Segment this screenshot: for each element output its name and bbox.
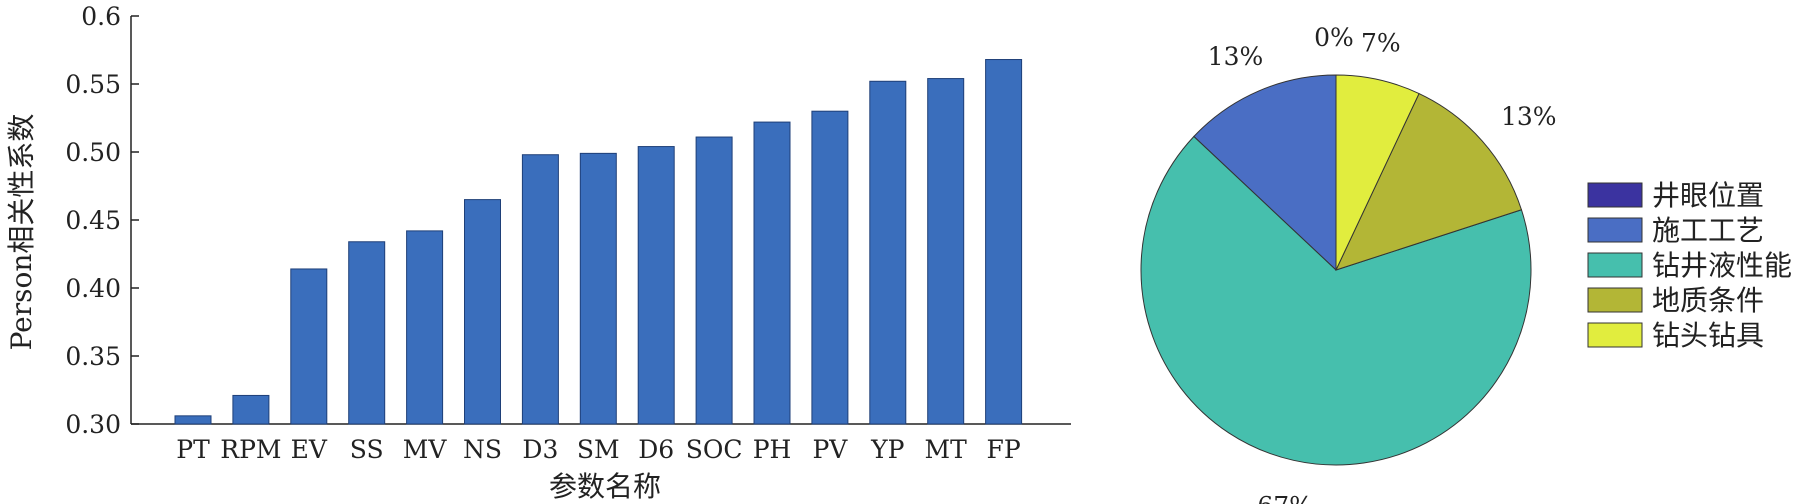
pie-slice [1335,92,1523,271]
bar-ph [753,121,791,425]
x-tick-label: FP [987,435,1021,464]
pie-slice-label: 7% [1361,29,1401,58]
y-tick-label: 0.6 [81,2,121,31]
pie-slice [1193,74,1337,272]
x-tick-label: NS [463,435,502,464]
y-axis-title: Person相关性系数 [5,114,38,351]
bar-pt [174,415,212,425]
y-tick-label: 0.40 [65,274,121,303]
x-tick-label: PH [753,435,792,464]
x-tick-label: EV [291,435,328,464]
bar-mv [406,230,444,425]
legend-swatch [1587,322,1643,348]
x-tick-label: PT [176,435,210,464]
bar-d6 [637,146,675,425]
x-tick-label: MV [403,435,448,464]
x-tick-label: RPM [220,435,281,464]
x-tick-label: YP [870,435,904,464]
bar-ns [464,199,501,425]
pie-slices [1140,74,1532,466]
pie-slice-label: 67% [1257,491,1313,504]
bar-ss [348,241,386,425]
legend-label: 钻井液性能 [1652,249,1792,282]
x-tick-label: SOC [686,435,743,464]
bar-chart-bars [174,59,1023,425]
x-tick-label: PV [812,435,848,464]
bar-sm [579,152,617,425]
legend-swatch [1587,252,1643,278]
y-tick-label: 0.35 [65,342,121,371]
legend-swatch [1587,182,1643,208]
bar-chart-labels: 0.30 0.35 0.40 0.45 0.50 0.55 0.6 PT RPM EV SS MV NS… [65,2,1020,464]
bar-d3 [521,154,559,425]
x-tick-label: D6 [638,435,674,464]
bar-yp [869,80,907,425]
pie-slice-label: 0% [1314,23,1354,52]
pie-slice-label: 13% [1501,102,1557,131]
y-tick-label: 0.45 [65,206,121,235]
legend-label: 井眼位置 [1652,179,1764,212]
legend-swatch [1587,287,1643,313]
y-tick-label: 0.55 [65,70,121,99]
x-tick-label: SS [350,435,384,464]
x-tick-label: MT [925,435,968,464]
y-tick-label: 0.30 [65,410,121,439]
pie-labels: 0% 13% 67% 13% 7% [1208,23,1557,504]
legend-label: 地质条件 [1652,284,1764,317]
bar-fp [985,59,1023,425]
bar-mt [927,78,965,425]
x-tick-label: SM [577,435,620,464]
bar-pv [811,110,849,425]
bar-soc [695,136,733,425]
x-axis-title: 参数名称 [549,470,661,503]
y-tick-label: 0.50 [65,138,121,167]
legend-label: 钻头钻具 [1652,319,1764,352]
pie-slice-label: 13% [1208,42,1264,71]
x-tick-label: D3 [522,435,558,464]
legend-label: 施工工艺 [1652,214,1764,247]
bar-rpm [232,394,270,425]
pie-slice [1335,74,1420,271]
bar-ev [290,268,328,425]
legend-swatch [1587,217,1643,243]
pie-slice [1140,135,1532,466]
